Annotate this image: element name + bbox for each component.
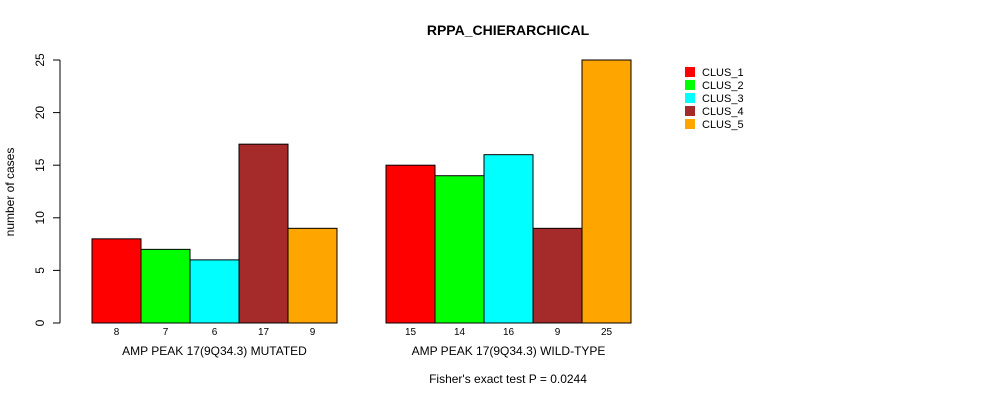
bar-clus-3	[483, 154, 534, 324]
bar-clus-5	[581, 59, 632, 324]
fisher-test-annotation: Fisher's exact test P = 0.0244	[429, 372, 587, 386]
bar-value-label: 9	[310, 327, 316, 338]
bar-clus-2	[434, 175, 485, 324]
y-tick-label: 5	[33, 267, 47, 274]
bar-value-label: 9	[555, 327, 561, 338]
bar-value-label: 6	[212, 327, 218, 338]
legend-label: CLUS_5	[702, 119, 744, 131]
bar-value-label: 14	[454, 327, 466, 338]
y-tick-label: 15	[33, 158, 47, 172]
bar-value-label: 16	[503, 327, 515, 338]
group-label: AMP PEAK 17(9Q34.3) WILD-TYPE	[412, 344, 606, 358]
y-tick-label: 20	[33, 106, 47, 120]
bar-value-label: 17	[258, 327, 270, 338]
bar-value-label: 25	[601, 327, 613, 338]
y-tick-label: 25	[33, 53, 47, 67]
legend-label: CLUS_4	[702, 106, 744, 118]
bar-clus-2	[140, 248, 191, 324]
bar-clus-3	[189, 259, 240, 324]
legend-swatch	[685, 93, 695, 103]
bar-clus-4	[532, 227, 583, 324]
bar-value-label: 7	[163, 327, 169, 338]
chart-title: RPPA_CHIERARCHICAL	[427, 22, 590, 38]
legend-label: CLUS_2	[702, 80, 744, 92]
bar-value-label: 8	[114, 327, 120, 338]
y-tick-label: 0	[33, 319, 47, 326]
bar-clus-1	[385, 164, 436, 324]
legend-swatch	[685, 106, 695, 116]
legend-label: CLUS_3	[702, 93, 744, 105]
bar-value-label: 15	[405, 327, 417, 338]
bar-clus-1	[91, 238, 142, 324]
legend-swatch	[685, 67, 695, 77]
y-axis: 0 5 10 15 20 25	[33, 53, 61, 326]
group-label: AMP PEAK 17(9Q34.3) MUTATED	[122, 344, 307, 358]
legend-swatch	[685, 119, 695, 129]
legend-label: CLUS_1	[702, 67, 744, 79]
legend-swatch	[685, 80, 695, 90]
y-axis-label: number of cases	[3, 148, 17, 237]
bar-clus-4	[238, 143, 289, 324]
y-tick-label: 10	[33, 211, 47, 225]
bar-clus-5	[287, 227, 338, 324]
